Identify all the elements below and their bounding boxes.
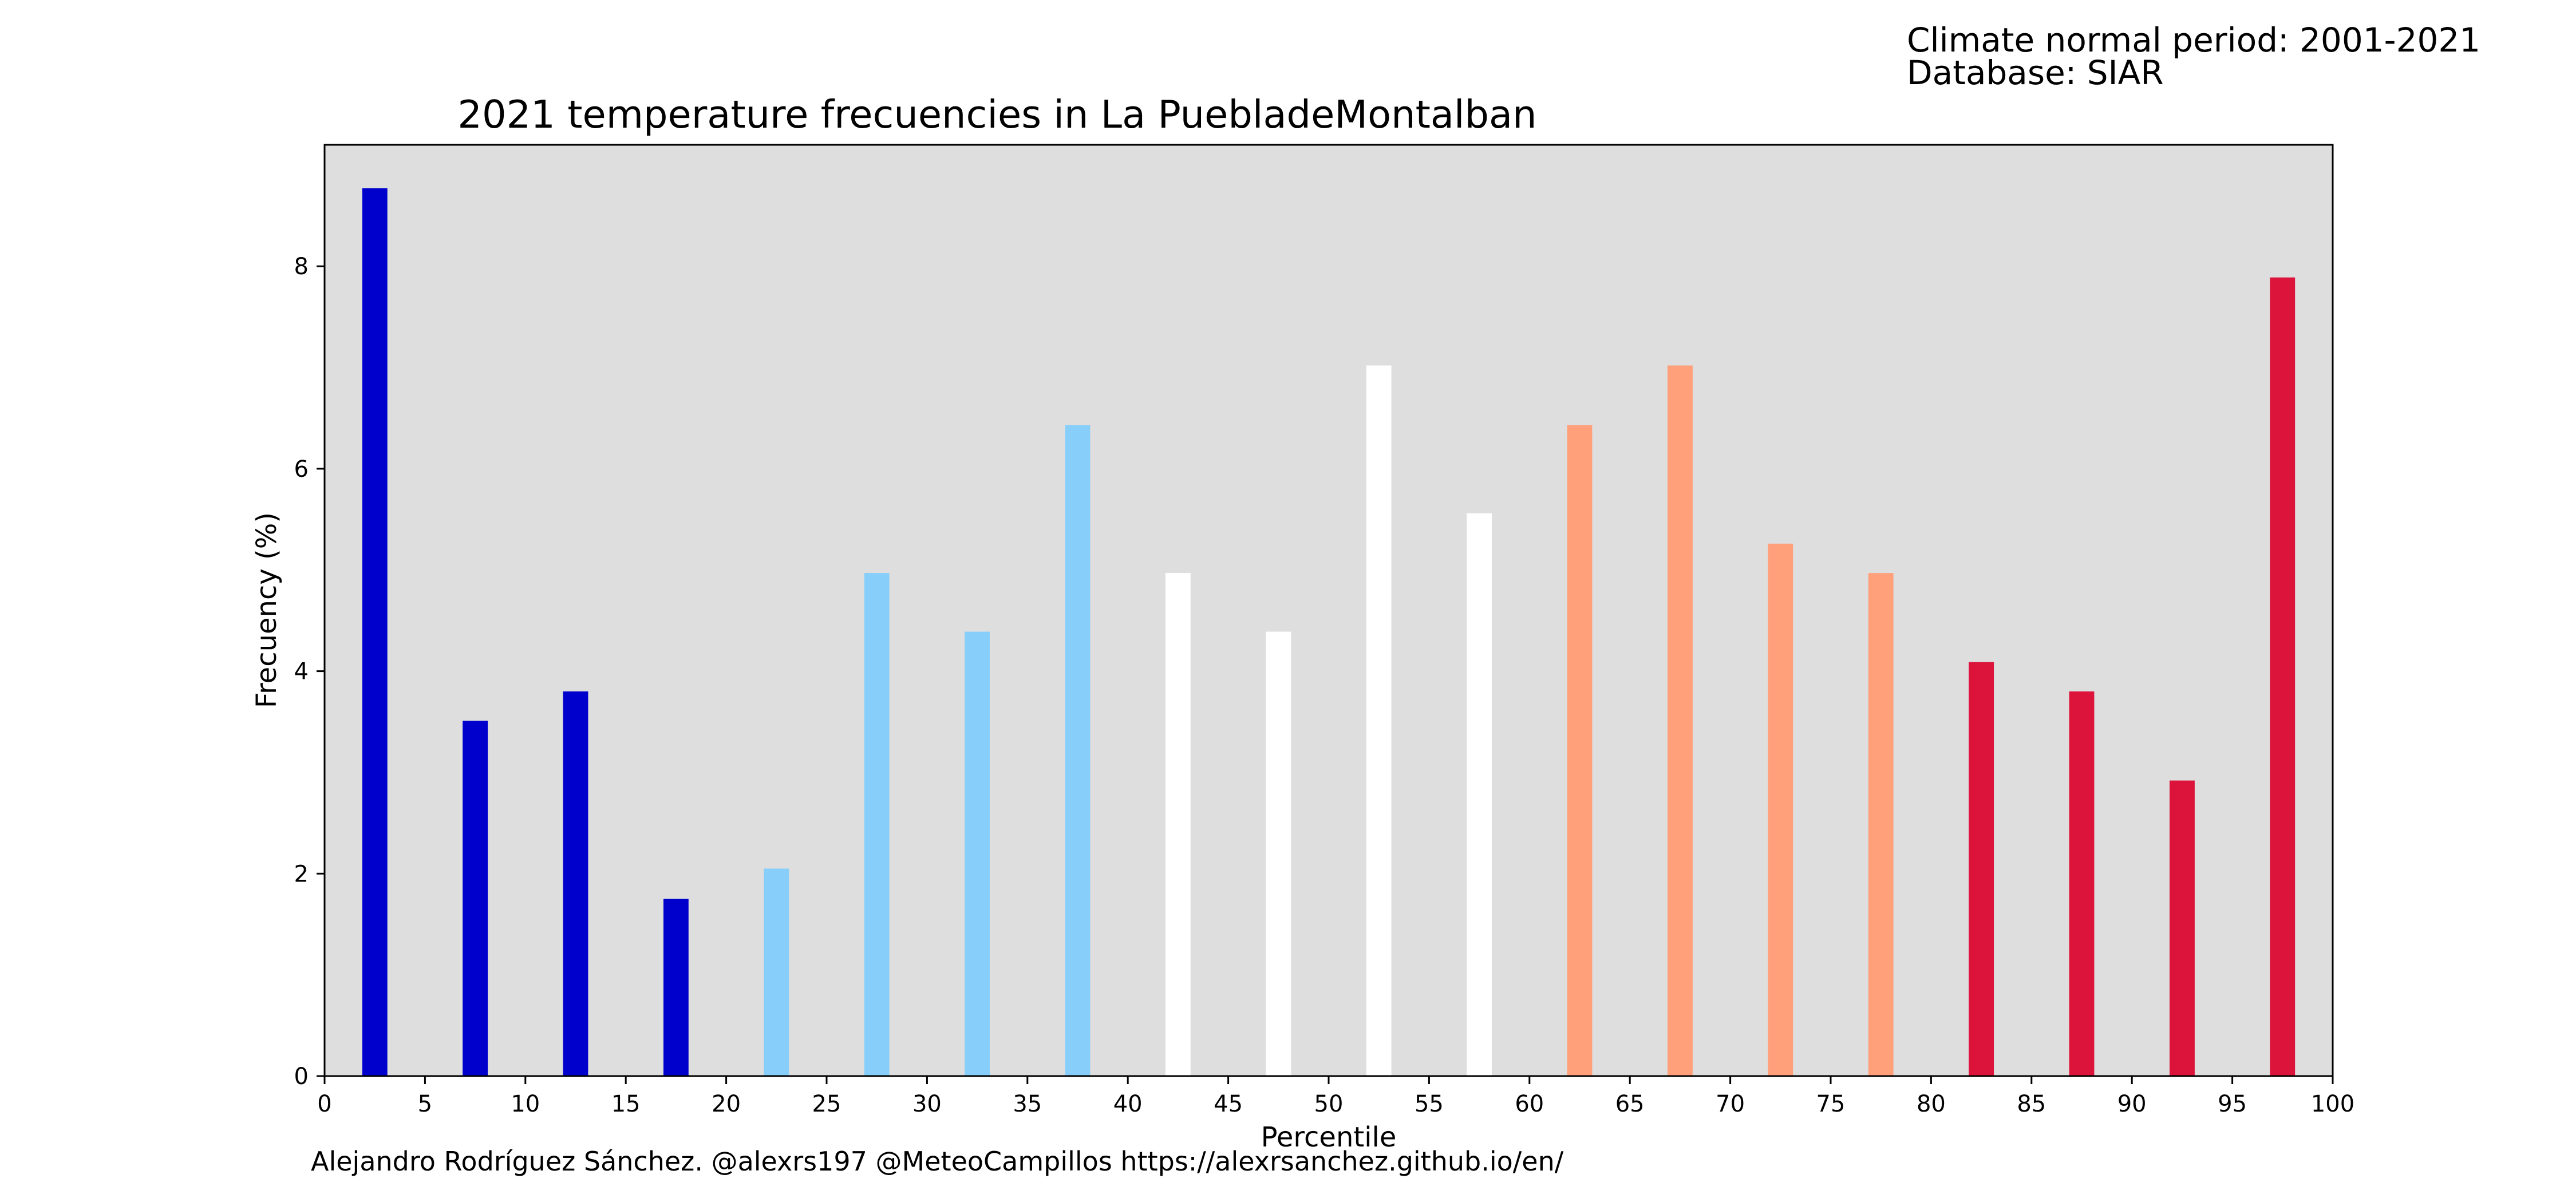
x-tick-label: 95 bbox=[2218, 1091, 2247, 1117]
bar-27.5 bbox=[864, 573, 890, 1076]
bar-12.5 bbox=[563, 691, 588, 1076]
header-line-1: Climate normal period: 2001-2021 bbox=[1907, 21, 2480, 60]
bar-72.5 bbox=[1768, 543, 1793, 1076]
bar-42.5 bbox=[1165, 573, 1191, 1076]
y-tick-label: 2 bbox=[294, 861, 309, 887]
x-tick-label: 0 bbox=[317, 1091, 331, 1117]
x-tick-label: 50 bbox=[1314, 1091, 1344, 1117]
x-tick-label: 100 bbox=[2311, 1091, 2354, 1117]
y-axis-ticks: 0 2 4 6 8 bbox=[294, 254, 325, 1090]
bar-77.5 bbox=[1868, 573, 1894, 1076]
x-tick-label: 55 bbox=[1415, 1091, 1444, 1117]
y-axis-label: Frecuency (%) bbox=[251, 512, 283, 708]
x-tick-label: 60 bbox=[1515, 1091, 1544, 1117]
x-tick-label: 35 bbox=[1013, 1091, 1042, 1117]
y-tick-label: 6 bbox=[294, 456, 309, 483]
x-tick-label: 90 bbox=[2117, 1091, 2147, 1117]
header-line-2: Database: SIAR bbox=[1907, 53, 2164, 92]
x-tick-label: 65 bbox=[1615, 1091, 1645, 1117]
bar-7.5 bbox=[463, 721, 488, 1076]
x-tick-label: 40 bbox=[1113, 1091, 1143, 1117]
bar-62.5 bbox=[1567, 425, 1593, 1076]
x-tick-label: 75 bbox=[1816, 1091, 1846, 1117]
bar-57.5 bbox=[1467, 513, 1492, 1076]
x-tick-label: 70 bbox=[1716, 1091, 1745, 1117]
bar-87.5 bbox=[2069, 691, 2095, 1076]
plot-area bbox=[325, 145, 2333, 1076]
bars-group bbox=[362, 188, 2296, 1077]
bar-32.5 bbox=[965, 631, 990, 1076]
bar-2.5 bbox=[362, 188, 388, 1076]
x-tick-label: 30 bbox=[912, 1091, 942, 1117]
x-tick-label: 80 bbox=[1917, 1091, 1946, 1117]
chart-title: 2021 temperature frecuencies in La Puebl… bbox=[457, 92, 1536, 137]
bar-92.5 bbox=[2170, 780, 2195, 1076]
x-tick-label: 25 bbox=[812, 1091, 841, 1117]
bar-22.5 bbox=[764, 868, 789, 1076]
bar-67.5 bbox=[1668, 365, 1693, 1076]
y-tick-label: 0 bbox=[294, 1063, 309, 1090]
x-tick-label: 10 bbox=[511, 1091, 540, 1117]
x-axis-label: Percentile bbox=[1261, 1121, 1397, 1153]
x-tick-label: 5 bbox=[418, 1091, 432, 1117]
x-tick-label: 45 bbox=[1214, 1091, 1243, 1117]
x-tick-label: 15 bbox=[611, 1091, 641, 1117]
y-tick-label: 8 bbox=[294, 254, 309, 280]
bar-52.5 bbox=[1366, 365, 1392, 1076]
footer-credit: Alejandro Rodríguez Sánchez. @alexrs197 … bbox=[311, 1146, 1564, 1177]
y-tick-label: 4 bbox=[294, 659, 309, 685]
bar-17.5 bbox=[663, 899, 689, 1076]
bar-82.5 bbox=[1969, 662, 1994, 1076]
bar-37.5 bbox=[1065, 425, 1091, 1076]
x-tick-label: 20 bbox=[712, 1091, 741, 1117]
bar-47.5 bbox=[1266, 631, 1291, 1076]
x-axis-ticks: 0 5 10 15 20 25 30 35 40 45 50 55 60 65 70 75 80 85 90 95 10… bbox=[317, 1076, 2354, 1117]
x-tick-label: 85 bbox=[2017, 1091, 2046, 1117]
bar-97.5 bbox=[2270, 277, 2296, 1077]
